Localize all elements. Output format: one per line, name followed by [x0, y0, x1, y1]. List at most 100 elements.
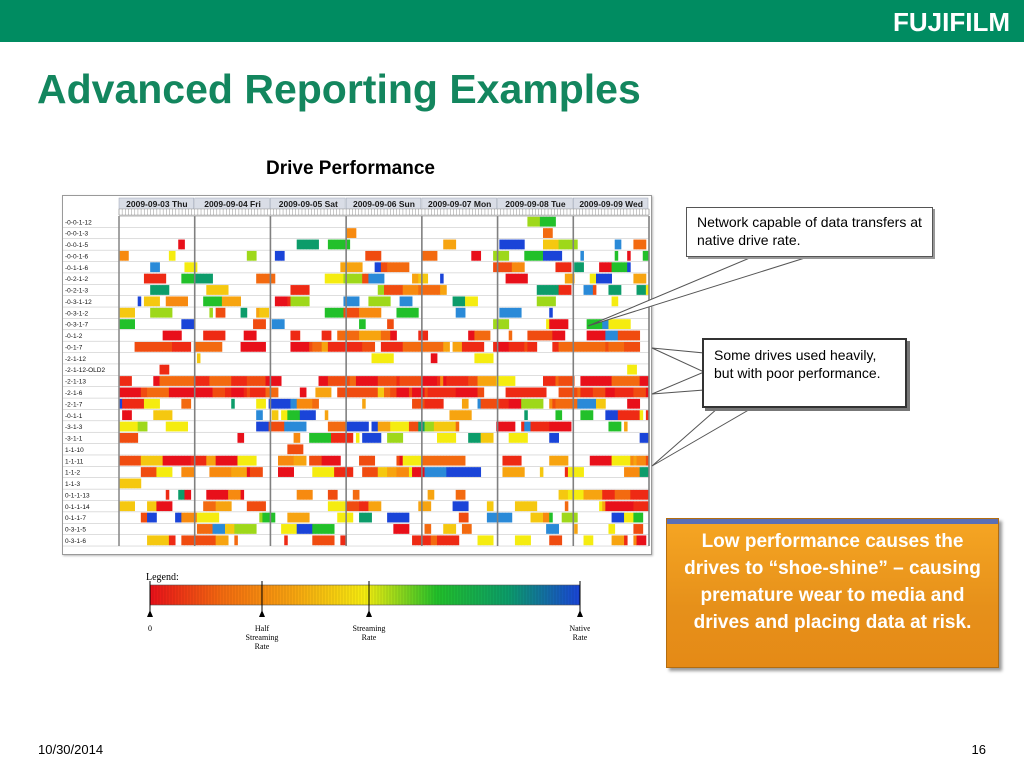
- performance-cell: [589, 341, 594, 352]
- performance-cell: [630, 330, 634, 341]
- performance-cell: [474, 353, 478, 364]
- performance-cell: [287, 467, 291, 477]
- performance-cell: [168, 376, 173, 386]
- performance-cell: [564, 398, 569, 409]
- performance-cell: [461, 455, 466, 466]
- performance-cell: [427, 341, 432, 352]
- performance-cell: [253, 467, 257, 477]
- day-header-label: 2009-09-08 Tue: [505, 199, 566, 209]
- performance-cell: [293, 444, 298, 455]
- performance-cell: [122, 250, 126, 261]
- performance-cell: [243, 467, 248, 477]
- performance-cell: [159, 307, 164, 318]
- performance-cell: [134, 478, 139, 489]
- performance-cell: [262, 376, 266, 386]
- performance-cell: [480, 433, 485, 443]
- performance-cell: [240, 307, 245, 318]
- performance-cell: [334, 341, 338, 352]
- performance-cell: [614, 250, 619, 261]
- legend-marker-arrow: [259, 610, 265, 617]
- performance-cell: [349, 421, 354, 432]
- performance-cell: [586, 376, 591, 386]
- performance-cell: [399, 285, 404, 295]
- performance-cell: [377, 273, 382, 284]
- performance-cell: [617, 421, 622, 432]
- performance-cell: [150, 501, 154, 512]
- performance-cell: [645, 433, 650, 443]
- performance-cell: [561, 319, 566, 329]
- performance-cell: [365, 467, 369, 477]
- performance-cell: [225, 535, 229, 546]
- performance-cell: [306, 410, 310, 421]
- performance-cell: [327, 239, 332, 250]
- performance-cell: [499, 239, 503, 250]
- performance-cell: [243, 524, 248, 534]
- performance-cell: [630, 387, 634, 398]
- performance-cell: [446, 524, 450, 534]
- performance-cell: [165, 285, 170, 295]
- performance-cell: [122, 455, 126, 466]
- drive-label: -2-1-13: [65, 379, 86, 386]
- performance-cell: [549, 398, 553, 409]
- performance-cell: [209, 387, 213, 398]
- performance-cell: [514, 433, 519, 443]
- performance-cell: [474, 330, 478, 341]
- performance-cell: [284, 455, 288, 466]
- performance-cell: [265, 387, 270, 398]
- performance-cell: [349, 307, 354, 318]
- performance-cell: [153, 341, 157, 352]
- performance-cell: [274, 410, 279, 421]
- performance-cell: [599, 319, 603, 329]
- performance-cell: [564, 376, 569, 386]
- performance-cell: [412, 376, 416, 386]
- performance-cell: [642, 285, 647, 295]
- legend-label: Half Streaming Rate: [246, 624, 279, 651]
- performance-cell: [521, 433, 525, 443]
- performance-cell: [552, 341, 556, 352]
- performance-cell: [567, 239, 572, 250]
- performance-cell: [605, 376, 609, 386]
- performance-cell: [377, 433, 382, 443]
- performance-cell: [159, 387, 164, 398]
- performance-cell: [128, 376, 132, 386]
- drive-label: -3-1-3: [65, 424, 83, 431]
- performance-cell: [567, 421, 572, 432]
- performance-cell: [502, 421, 506, 432]
- performance-cell: [153, 285, 157, 295]
- performance-cell: [402, 455, 407, 466]
- performance-cell: [346, 341, 351, 352]
- performance-cell: [218, 535, 223, 546]
- performance-cell: [271, 398, 276, 409]
- performance-cell: [324, 273, 329, 284]
- performance-cell: [455, 296, 460, 307]
- performance-cell: [234, 489, 238, 500]
- performance-cell: [636, 535, 641, 546]
- performance-cell: [449, 376, 453, 386]
- fujifilm-logo: FUJIFILM: [893, 7, 1010, 37]
- performance-cell: [639, 387, 644, 398]
- performance-cell: [514, 501, 519, 512]
- performance-cell: [299, 387, 304, 398]
- performance-cell: [181, 455, 185, 466]
- performance-cell: [374, 467, 379, 477]
- performance-cell: [639, 273, 644, 284]
- performance-cell: [408, 307, 413, 318]
- performance-cell: [359, 512, 363, 523]
- performance-cell: [599, 330, 603, 341]
- performance-cell: [617, 319, 622, 329]
- performance-cell: [455, 501, 460, 512]
- performance-cell: [636, 524, 641, 534]
- performance-cell: [418, 330, 422, 341]
- performance-cell: [421, 467, 425, 477]
- performance-cell: [546, 512, 550, 523]
- performance-cell: [175, 455, 179, 466]
- performance-cell: [359, 330, 363, 341]
- performance-cell: [352, 330, 357, 341]
- performance-cell: [293, 296, 298, 307]
- performance-cell: [508, 387, 513, 398]
- performance-cell: [605, 273, 609, 284]
- performance-cell: [558, 410, 563, 421]
- performance-cell: [331, 239, 335, 250]
- performance-cell: [334, 467, 338, 477]
- performance-cell: [331, 273, 335, 284]
